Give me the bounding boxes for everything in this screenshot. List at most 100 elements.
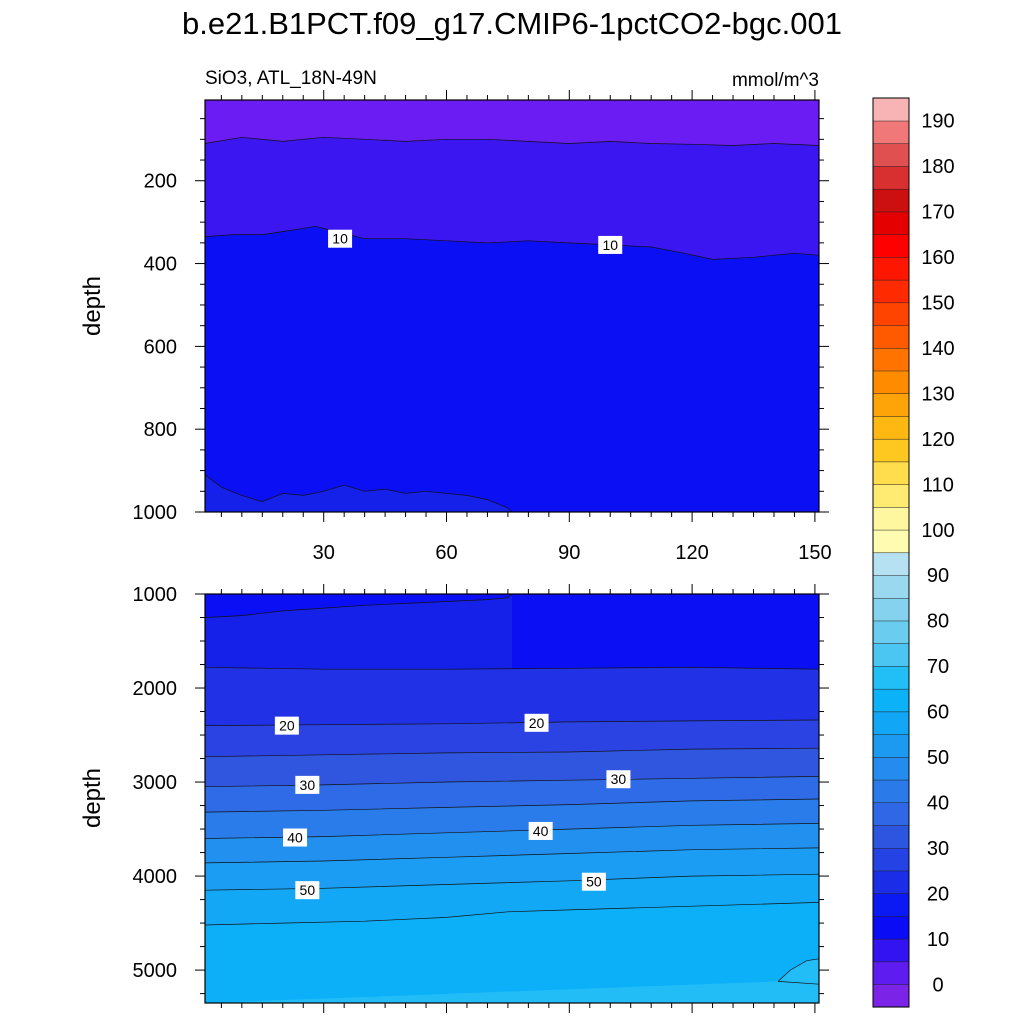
contour-line bbox=[205, 847, 819, 864]
colorbar-label: 20 bbox=[927, 883, 949, 905]
contour-label-text: 10 bbox=[602, 237, 618, 253]
colorbar-label: 70 bbox=[927, 656, 949, 678]
colorbar-swatch bbox=[872, 211, 910, 235]
colorbar-swatch bbox=[872, 847, 910, 872]
contour-label-box bbox=[528, 821, 553, 840]
colorbar-swatch bbox=[872, 120, 910, 145]
colorbar-swatch bbox=[872, 984, 910, 1008]
x-tick-label: 30 bbox=[313, 542, 335, 564]
contour-band bbox=[205, 902, 819, 1003]
colorbar-label: 10 bbox=[927, 929, 949, 951]
contour-label-text: 50 bbox=[300, 882, 316, 898]
colorbar-swatch bbox=[872, 779, 910, 804]
y-tick-label: 200 bbox=[144, 171, 177, 193]
lower-y-axis-label: depth bbox=[79, 768, 106, 828]
colorbar-swatch bbox=[872, 734, 910, 758]
upper-panel: 10 10 30 60 90 120 150 200 400 600 800 1000 SiO3, … bbox=[79, 68, 832, 564]
contour-label: 30 bbox=[295, 775, 320, 794]
y-tick-label: 1000 bbox=[133, 502, 178, 524]
contour-band bbox=[205, 958, 819, 1003]
contour-label-box bbox=[598, 235, 623, 254]
upper-axis-ticks: 30 60 90 120 150 200 400 600 800 1000 bbox=[133, 90, 832, 564]
colorbar-label: 60 bbox=[927, 702, 949, 724]
colorbar-swatch bbox=[872, 529, 910, 554]
contour-label-text: 30 bbox=[611, 771, 627, 787]
colorbar-swatch bbox=[872, 802, 910, 826]
upper-plot-frame bbox=[204, 99, 820, 513]
contour-label-box bbox=[295, 881, 320, 900]
contour-label-box bbox=[524, 713, 549, 732]
colorbar-swatch bbox=[872, 347, 910, 372]
colorbar-swatch bbox=[872, 234, 910, 258]
x-tick-label: 90 bbox=[558, 542, 580, 564]
colorbar-swatch bbox=[872, 370, 910, 394]
contour-label-text: 20 bbox=[279, 718, 295, 734]
colorbar-label: 90 bbox=[927, 565, 949, 587]
contour-band bbox=[205, 474, 512, 512]
colorbar-label: 30 bbox=[927, 838, 949, 860]
lower-contour-labels: 20 20 30 30 40 40 50 50 bbox=[274, 713, 631, 900]
colorbar-swatch bbox=[872, 688, 910, 713]
colorbar-label: 170 bbox=[921, 202, 954, 224]
colorbar-swatch bbox=[872, 711, 910, 735]
contour-line bbox=[205, 666, 819, 670]
x-tick-label: 150 bbox=[798, 542, 831, 564]
contour-line bbox=[205, 719, 819, 726]
colorbar-swatch bbox=[872, 574, 910, 599]
contour-label: 30 bbox=[606, 770, 631, 789]
x-tick-label: 120 bbox=[675, 542, 708, 564]
contour-label-box bbox=[295, 775, 320, 794]
y-tick-label: 800 bbox=[144, 419, 177, 441]
colorbar-label: 120 bbox=[921, 429, 954, 451]
contour-line bbox=[777, 958, 819, 982]
colorbar-swatch bbox=[872, 188, 910, 213]
contour-label-text: 40 bbox=[533, 823, 549, 839]
colorbar-swatch bbox=[872, 870, 910, 894]
y-tick-label: 2000 bbox=[133, 678, 178, 700]
colorbar-label: 130 bbox=[921, 383, 954, 405]
y-tick-label: 1000 bbox=[133, 584, 178, 606]
colorbar: 0 10 20 30 40 50 60 70 80 90 100 110 120 130 140 150 160… bbox=[872, 97, 955, 1008]
colorbar-swatch bbox=[872, 279, 910, 304]
colorbar-label: 180 bbox=[921, 156, 954, 178]
colorbar-swatch bbox=[872, 506, 910, 531]
upper-left-label: SiO3, ATL_18N-49N bbox=[205, 68, 377, 89]
contour-label-text: 40 bbox=[287, 830, 303, 846]
colorbar-label: 100 bbox=[921, 520, 954, 542]
colorbar-swatch bbox=[872, 256, 910, 281]
chart-title: b.e21.B1PCT.f09_g17.CMIP6-1pctCO2-bgc.00… bbox=[182, 6, 842, 41]
y-tick-label: 600 bbox=[144, 336, 177, 358]
contour-label: 10 bbox=[328, 229, 353, 248]
colorbar-swatch bbox=[872, 552, 910, 576]
contour-label-box bbox=[581, 872, 606, 891]
colorbar-label: 150 bbox=[921, 293, 954, 315]
colorbar-swatch bbox=[872, 143, 910, 167]
colorbar-swatch bbox=[872, 97, 910, 122]
contour-line bbox=[205, 902, 819, 926]
contour-band bbox=[205, 226, 819, 512]
lower-axis-ticks: 1000 2000 3000 4000 5000 bbox=[133, 584, 829, 1013]
lower-contour-fills bbox=[205, 594, 819, 1003]
contour-label-box bbox=[283, 828, 308, 847]
contour-line bbox=[205, 136, 819, 146]
colorbar-swatch bbox=[872, 756, 910, 781]
upper-right-label: mmol/m^3 bbox=[732, 70, 819, 91]
contour-label: 20 bbox=[274, 716, 299, 735]
contour-label: 40 bbox=[283, 828, 308, 847]
upper-contour-lines bbox=[205, 136, 819, 512]
contour-label-text: 20 bbox=[529, 715, 545, 731]
colorbar-swatch bbox=[872, 938, 910, 963]
contour-label-box bbox=[274, 716, 299, 735]
colorbar-swatch bbox=[872, 893, 910, 917]
lower-panel: 20 20 30 30 40 40 50 50 1000 2000 3000 4000 5000 de… bbox=[79, 584, 829, 1013]
contour-label-text: 30 bbox=[300, 777, 316, 793]
colorbar-frame bbox=[872, 97, 910, 1008]
colorbar-label: 140 bbox=[921, 338, 954, 360]
colorbar-swatch bbox=[872, 415, 910, 440]
colorbar-swatch bbox=[872, 665, 910, 690]
colorbar-swatch bbox=[872, 643, 910, 667]
colorbar-label: 160 bbox=[921, 247, 954, 269]
lower-contour-lines bbox=[205, 594, 819, 985]
colorbar-swatch bbox=[872, 461, 910, 485]
colorbar-swatch bbox=[872, 165, 910, 190]
